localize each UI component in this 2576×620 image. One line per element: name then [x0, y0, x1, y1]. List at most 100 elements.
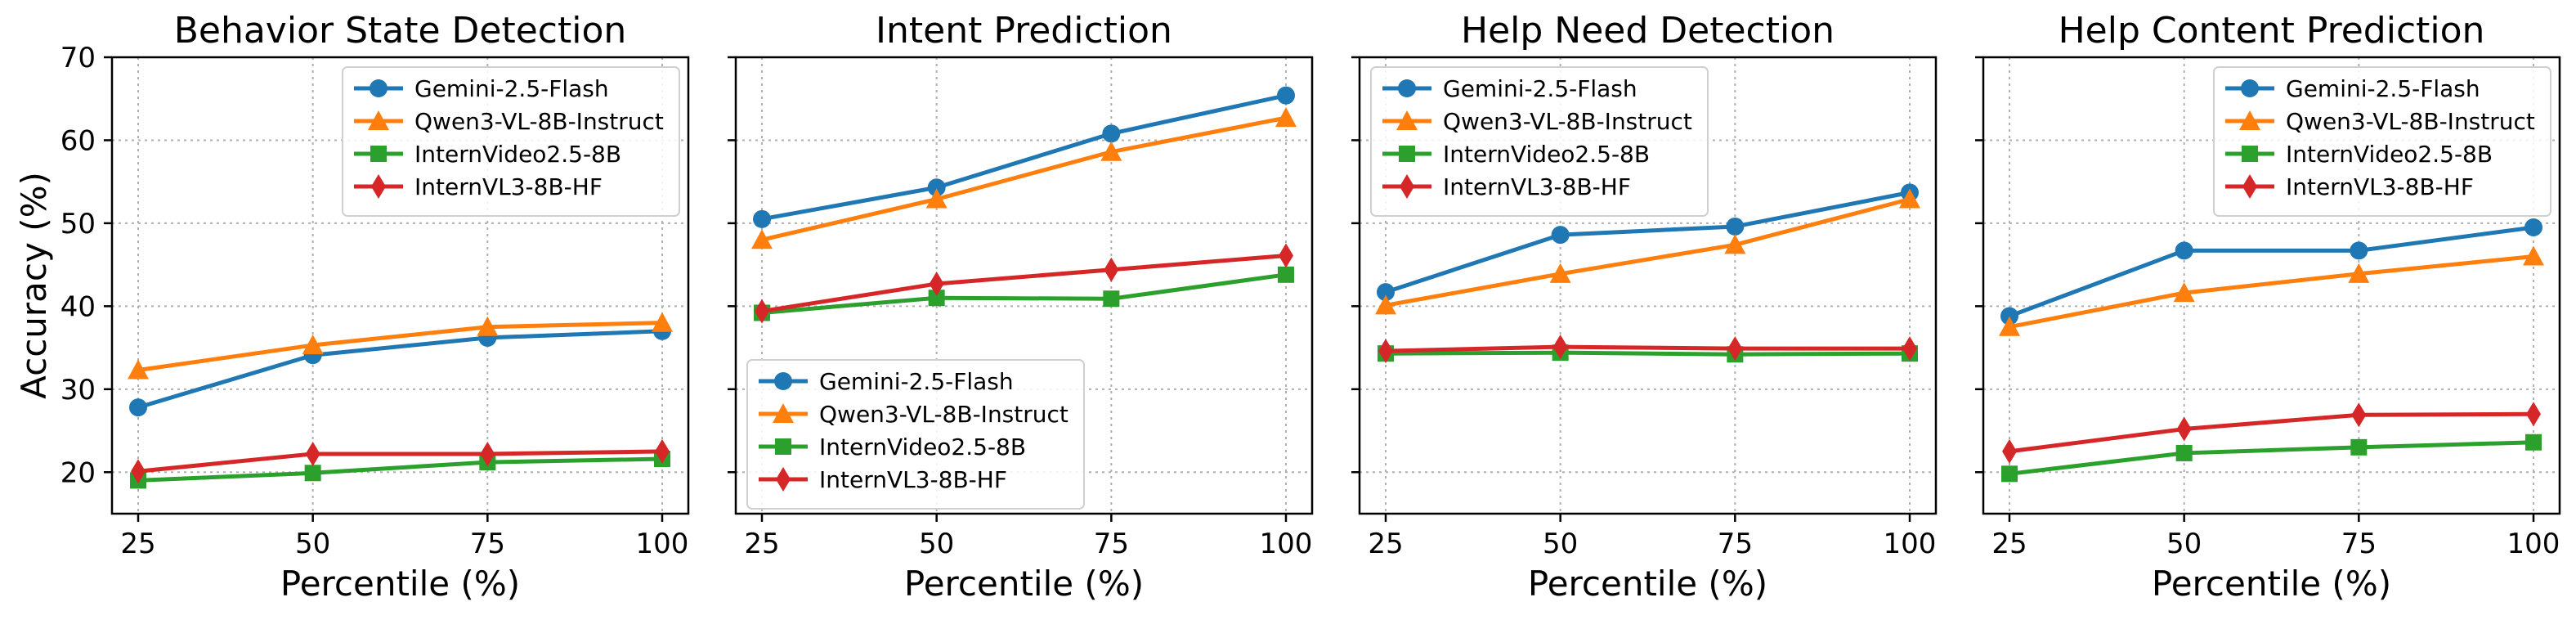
legend-marker [370, 79, 388, 97]
data-point [1726, 217, 1745, 236]
legend-marker [776, 467, 791, 492]
legend-marker [1399, 146, 1415, 162]
series-line [137, 329, 663, 410]
data-point [1278, 266, 1294, 283]
y-tick-label: 30 [60, 374, 96, 407]
data-point [1727, 336, 1743, 362]
legend-label: InternVideo2.5-8B [414, 141, 621, 168]
series-diamond [131, 438, 670, 484]
legend-label: InternVL3-8B-HF [819, 466, 1007, 493]
series-line [137, 321, 663, 372]
legend-box [2213, 66, 2551, 217]
legend-label: InternVideo2.5-8B [819, 434, 1026, 461]
legend: Gemini-2.5-Flash Qwen3-VL-8B-Instruct Inte… [746, 359, 1085, 510]
data-point [925, 188, 948, 209]
x-tick-label: 75 [470, 528, 505, 560]
panel-3: 25 50 75 100 Help Need Detection Percentile (… [1351, 10, 1938, 604]
series-line [137, 449, 663, 474]
data-point [480, 441, 495, 466]
x-tick-label: 75 [1094, 528, 1129, 560]
x-tick-label: 25 [120, 528, 155, 560]
data-point [2176, 416, 2192, 442]
legend-label: InternVL3-8B-HF [2286, 173, 2474, 200]
data-point [305, 441, 320, 466]
x-tick-label: 75 [2341, 528, 2377, 560]
data-point [2351, 402, 2367, 428]
x-axis-label: Percentile (%) [280, 564, 520, 604]
legend: Gemini-2.5-Flash Qwen3-VL-8B-Instruct Inte… [1370, 66, 1709, 217]
legend-label: Qwen3-VL-8B-Instruct [414, 108, 664, 135]
series-triangle [128, 312, 673, 380]
data-point [1277, 86, 1295, 105]
data-point [652, 312, 673, 332]
data-point [1552, 335, 1568, 360]
legend-marker [368, 110, 389, 131]
data-point [1902, 336, 1917, 362]
legend: Gemini-2.5-Flash Qwen3-VL-8B-Instruct Inte… [342, 66, 680, 217]
x-tick-label: 50 [295, 528, 330, 560]
data-point [2175, 241, 2193, 260]
panel-title: Help Content Prediction [2059, 10, 2485, 52]
x-tick-label: 50 [1543, 528, 1578, 560]
legend-marker [775, 438, 791, 455]
legend-marker [2242, 146, 2258, 162]
series-line [1385, 344, 1910, 353]
data-point [2350, 241, 2368, 260]
x-tick-label: 25 [1368, 528, 1403, 560]
data-point [304, 465, 321, 482]
series-square [130, 451, 670, 489]
data-point [1102, 124, 1121, 143]
legend-label: Qwen3-VL-8B-Instruct [819, 401, 1068, 428]
legend-marker [2241, 79, 2259, 97]
x-axis-label: Percentile (%) [904, 564, 1144, 604]
data-point [2523, 245, 2544, 266]
legend-marker [370, 146, 387, 162]
series-square [2001, 434, 2542, 483]
legend-marker [371, 174, 386, 199]
legend-marker [773, 403, 794, 424]
series-line [1385, 190, 1911, 294]
x-tick-label: 100 [1260, 528, 1313, 560]
legend-marker [2242, 174, 2257, 199]
data-point [2348, 263, 2370, 283]
legend-label: InternVL3-8B-HF [1443, 173, 1631, 200]
x-tick-label: 50 [2166, 528, 2202, 560]
series-line [1385, 197, 1911, 308]
data-point [1275, 107, 1297, 128]
series-square [754, 266, 1294, 321]
data-point [927, 178, 946, 197]
data-point [2350, 438, 2368, 456]
data-point [131, 459, 146, 484]
series-circle [753, 86, 1295, 228]
x-tick-label: 25 [744, 528, 779, 560]
data-point [2175, 444, 2193, 461]
panel-2: 25 50 75 100 Intent Prediction Percentile (%)… [728, 10, 1314, 604]
legend-label: Gemini-2.5-Flash [819, 368, 1014, 395]
series-line [2009, 225, 2534, 318]
series-line [2009, 411, 2534, 454]
legend: Gemini-2.5-Flash Qwen3-VL-8B-Instruct Inte… [2213, 66, 2551, 217]
legend-box [746, 359, 1085, 510]
data-point [1104, 257, 1119, 282]
legend-box [1370, 66, 1709, 217]
x-tick-label: 50 [919, 528, 954, 560]
legend-marker [2239, 110, 2260, 131]
data-point [755, 299, 769, 324]
x-tick-label: 100 [636, 528, 689, 560]
legend-label: Gemini-2.5-Flash [414, 75, 609, 102]
legend-label: Qwen3-VL-8B-Instruct [1443, 108, 1692, 135]
panel-title: Intent Prediction [876, 10, 1172, 52]
data-point [751, 229, 773, 249]
y-tick-label: 40 [60, 290, 96, 323]
y-tick-label: 70 [60, 42, 96, 74]
legend-marker [1398, 79, 1416, 97]
x-tick-label: 25 [1991, 528, 2027, 560]
series-line [761, 253, 1287, 313]
y-tick-label: 60 [60, 124, 96, 157]
data-point [2001, 465, 2018, 483]
x-axis-label: Percentile (%) [2152, 564, 2391, 604]
data-point [1103, 290, 1120, 308]
legend-label: Gemini-2.5-Flash [2286, 75, 2480, 102]
legend-label: InternVideo2.5-8B [1443, 141, 1650, 168]
